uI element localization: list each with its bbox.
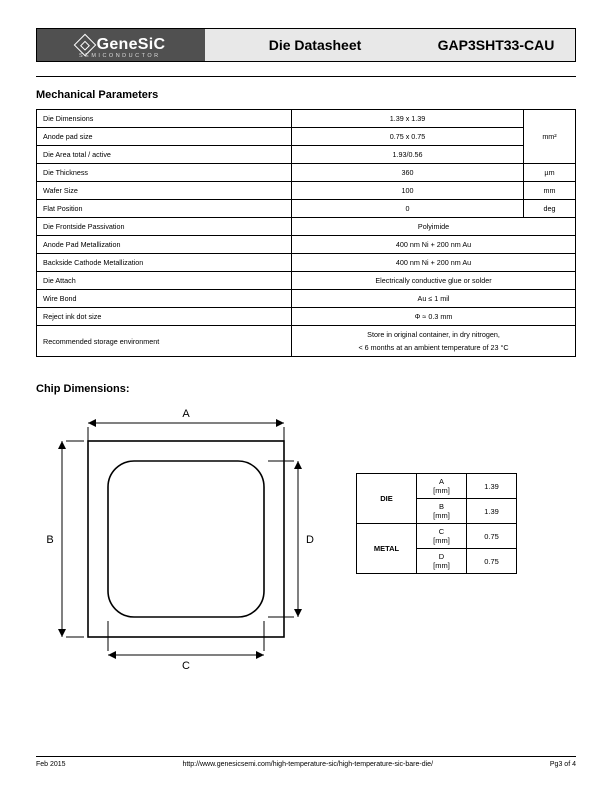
company-logo: GeneSiC SEMICONDUCTOR bbox=[37, 29, 205, 61]
footer-date: Feb 2015 bbox=[36, 761, 66, 768]
param-label: Die Attach bbox=[37, 272, 292, 290]
param-label: Backside Cathode Metallization bbox=[37, 254, 292, 272]
param-value: Φ ≈ 0.3 mm bbox=[292, 308, 576, 326]
chip-diagram: A B D bbox=[36, 403, 316, 673]
param-value: 0 bbox=[292, 200, 524, 218]
part-number: GAP3SHT33-CAU bbox=[425, 37, 575, 53]
divider bbox=[36, 76, 576, 77]
table-row: METAL C [mm] 0.75 bbox=[357, 524, 517, 549]
unit-text: mm² bbox=[542, 132, 556, 141]
dims-value: 0.75 bbox=[467, 549, 517, 574]
section-title-mechanical: Mechanical Parameters bbox=[36, 89, 576, 101]
document-type: Die Datasheet bbox=[205, 37, 425, 53]
param-label: Reject ink dot size bbox=[37, 308, 292, 326]
param-value: 100 bbox=[292, 182, 524, 200]
param-label: Die Area total / active bbox=[37, 146, 292, 164]
sym-text: A bbox=[427, 477, 456, 486]
unit-text: [mm] bbox=[427, 486, 456, 495]
param-value: 1.39 x 1.39 bbox=[292, 110, 524, 128]
table-row: Anode pad size 0.75 x 0.75 bbox=[37, 128, 576, 146]
param-unit: mm² bbox=[524, 110, 576, 164]
table-row: Die Thickness 360 µm bbox=[37, 164, 576, 182]
param-label: Die Frontside Passivation bbox=[37, 218, 292, 236]
dims-category: METAL bbox=[357, 524, 417, 574]
param-value: Store in original container, in dry nitr… bbox=[292, 326, 576, 357]
sym-text: B bbox=[427, 502, 456, 511]
dim-label-c: C bbox=[182, 660, 190, 672]
sym-text: D bbox=[427, 552, 456, 561]
table-row: Die Attach Electrically conductive glue … bbox=[37, 272, 576, 290]
mechanical-parameters-table: Die Dimensions 1.39 x 1.39 mm² Anode pad… bbox=[36, 109, 576, 357]
table-row: Wire Bond Au ≤ 1 mil bbox=[37, 290, 576, 308]
param-label: Die Thickness bbox=[37, 164, 292, 182]
value-line: Store in original container, in dry nitr… bbox=[298, 330, 569, 339]
header-bar: GeneSiC SEMICONDUCTOR Die Datasheet GAP3… bbox=[36, 28, 576, 62]
param-value: 360 bbox=[292, 164, 524, 182]
table-row: Flat Position 0 deg bbox=[37, 200, 576, 218]
table-row: Wafer Size 100 mm bbox=[37, 182, 576, 200]
param-label: Die Dimensions bbox=[37, 110, 292, 128]
param-label: Flat Position bbox=[37, 200, 292, 218]
dims-symbol: A [mm] bbox=[417, 474, 467, 499]
dim-label-b: B bbox=[46, 534, 53, 546]
param-label: Wire Bond bbox=[37, 290, 292, 308]
footer-url: http://www.genesicsemi.com/high-temperat… bbox=[66, 761, 550, 768]
page-footer: Feb 2015 http://www.genesicsemi.com/high… bbox=[36, 756, 576, 768]
param-unit: deg bbox=[524, 200, 576, 218]
table-row: DIE A [mm] 1.39 bbox=[357, 474, 517, 499]
param-value: Au ≤ 1 mil bbox=[292, 290, 576, 308]
unit-text: [mm] bbox=[427, 536, 456, 545]
param-value: 0.75 x 0.75 bbox=[292, 128, 524, 146]
logo-text: GeneSiC bbox=[97, 36, 166, 54]
dim-label-d: D bbox=[306, 534, 314, 546]
page-total: 4 bbox=[572, 761, 576, 768]
dims-value: 1.39 bbox=[467, 474, 517, 499]
param-value: 400 nm Ni + 200 nm Au bbox=[292, 236, 576, 254]
page-of: of bbox=[562, 761, 572, 768]
table-row: Backside Cathode Metallization 400 nm Ni… bbox=[37, 254, 576, 272]
dims-symbol: B [mm] bbox=[417, 499, 467, 524]
dim-label-a: A bbox=[182, 408, 190, 420]
dims-symbol: D [mm] bbox=[417, 549, 467, 574]
table-row: Die Frontside Passivation Polyimide bbox=[37, 218, 576, 236]
unit-text: [mm] bbox=[427, 511, 456, 520]
param-unit: mm bbox=[524, 182, 576, 200]
footer-page: Pg3 of 4 bbox=[550, 761, 576, 768]
sym-text: C bbox=[427, 527, 456, 536]
table-row: Anode Pad Metallization 400 nm Ni + 200 … bbox=[37, 236, 576, 254]
chip-dimensions-table: DIE A [mm] 1.39 B [mm] 1.39 METAL C [mm] bbox=[356, 473, 517, 574]
unit-text: [mm] bbox=[427, 561, 456, 570]
table-row: Reject ink dot size Φ ≈ 0.3 mm bbox=[37, 308, 576, 326]
param-value: Electrically conductive glue or solder bbox=[292, 272, 576, 290]
param-label: Wafer Size bbox=[37, 182, 292, 200]
table-row: Die Area total / active 1.93/0.56 bbox=[37, 146, 576, 164]
param-unit: µm bbox=[524, 164, 576, 182]
param-value: 400 nm Ni + 200 nm Au bbox=[292, 254, 576, 272]
dims-category: DIE bbox=[357, 474, 417, 524]
logo-subtitle: SEMICONDUCTOR bbox=[79, 53, 161, 59]
param-label: Anode Pad Metallization bbox=[37, 236, 292, 254]
dims-value: 1.39 bbox=[467, 499, 517, 524]
dims-value: 0.75 bbox=[467, 524, 517, 549]
dims-symbol: C [mm] bbox=[417, 524, 467, 549]
section-title-chip: Chip Dimensions: bbox=[36, 383, 576, 395]
param-value: Polyimide bbox=[292, 218, 576, 236]
table-row: Recommended storage environment Store in… bbox=[37, 326, 576, 357]
value-line: < 6 months at an ambient temperature of … bbox=[298, 343, 569, 352]
table-row: Die Dimensions 1.39 x 1.39 mm² bbox=[37, 110, 576, 128]
param-label: Recommended storage environment bbox=[37, 326, 292, 357]
param-value: 1.93/0.56 bbox=[292, 146, 524, 164]
param-label: Anode pad size bbox=[37, 128, 292, 146]
